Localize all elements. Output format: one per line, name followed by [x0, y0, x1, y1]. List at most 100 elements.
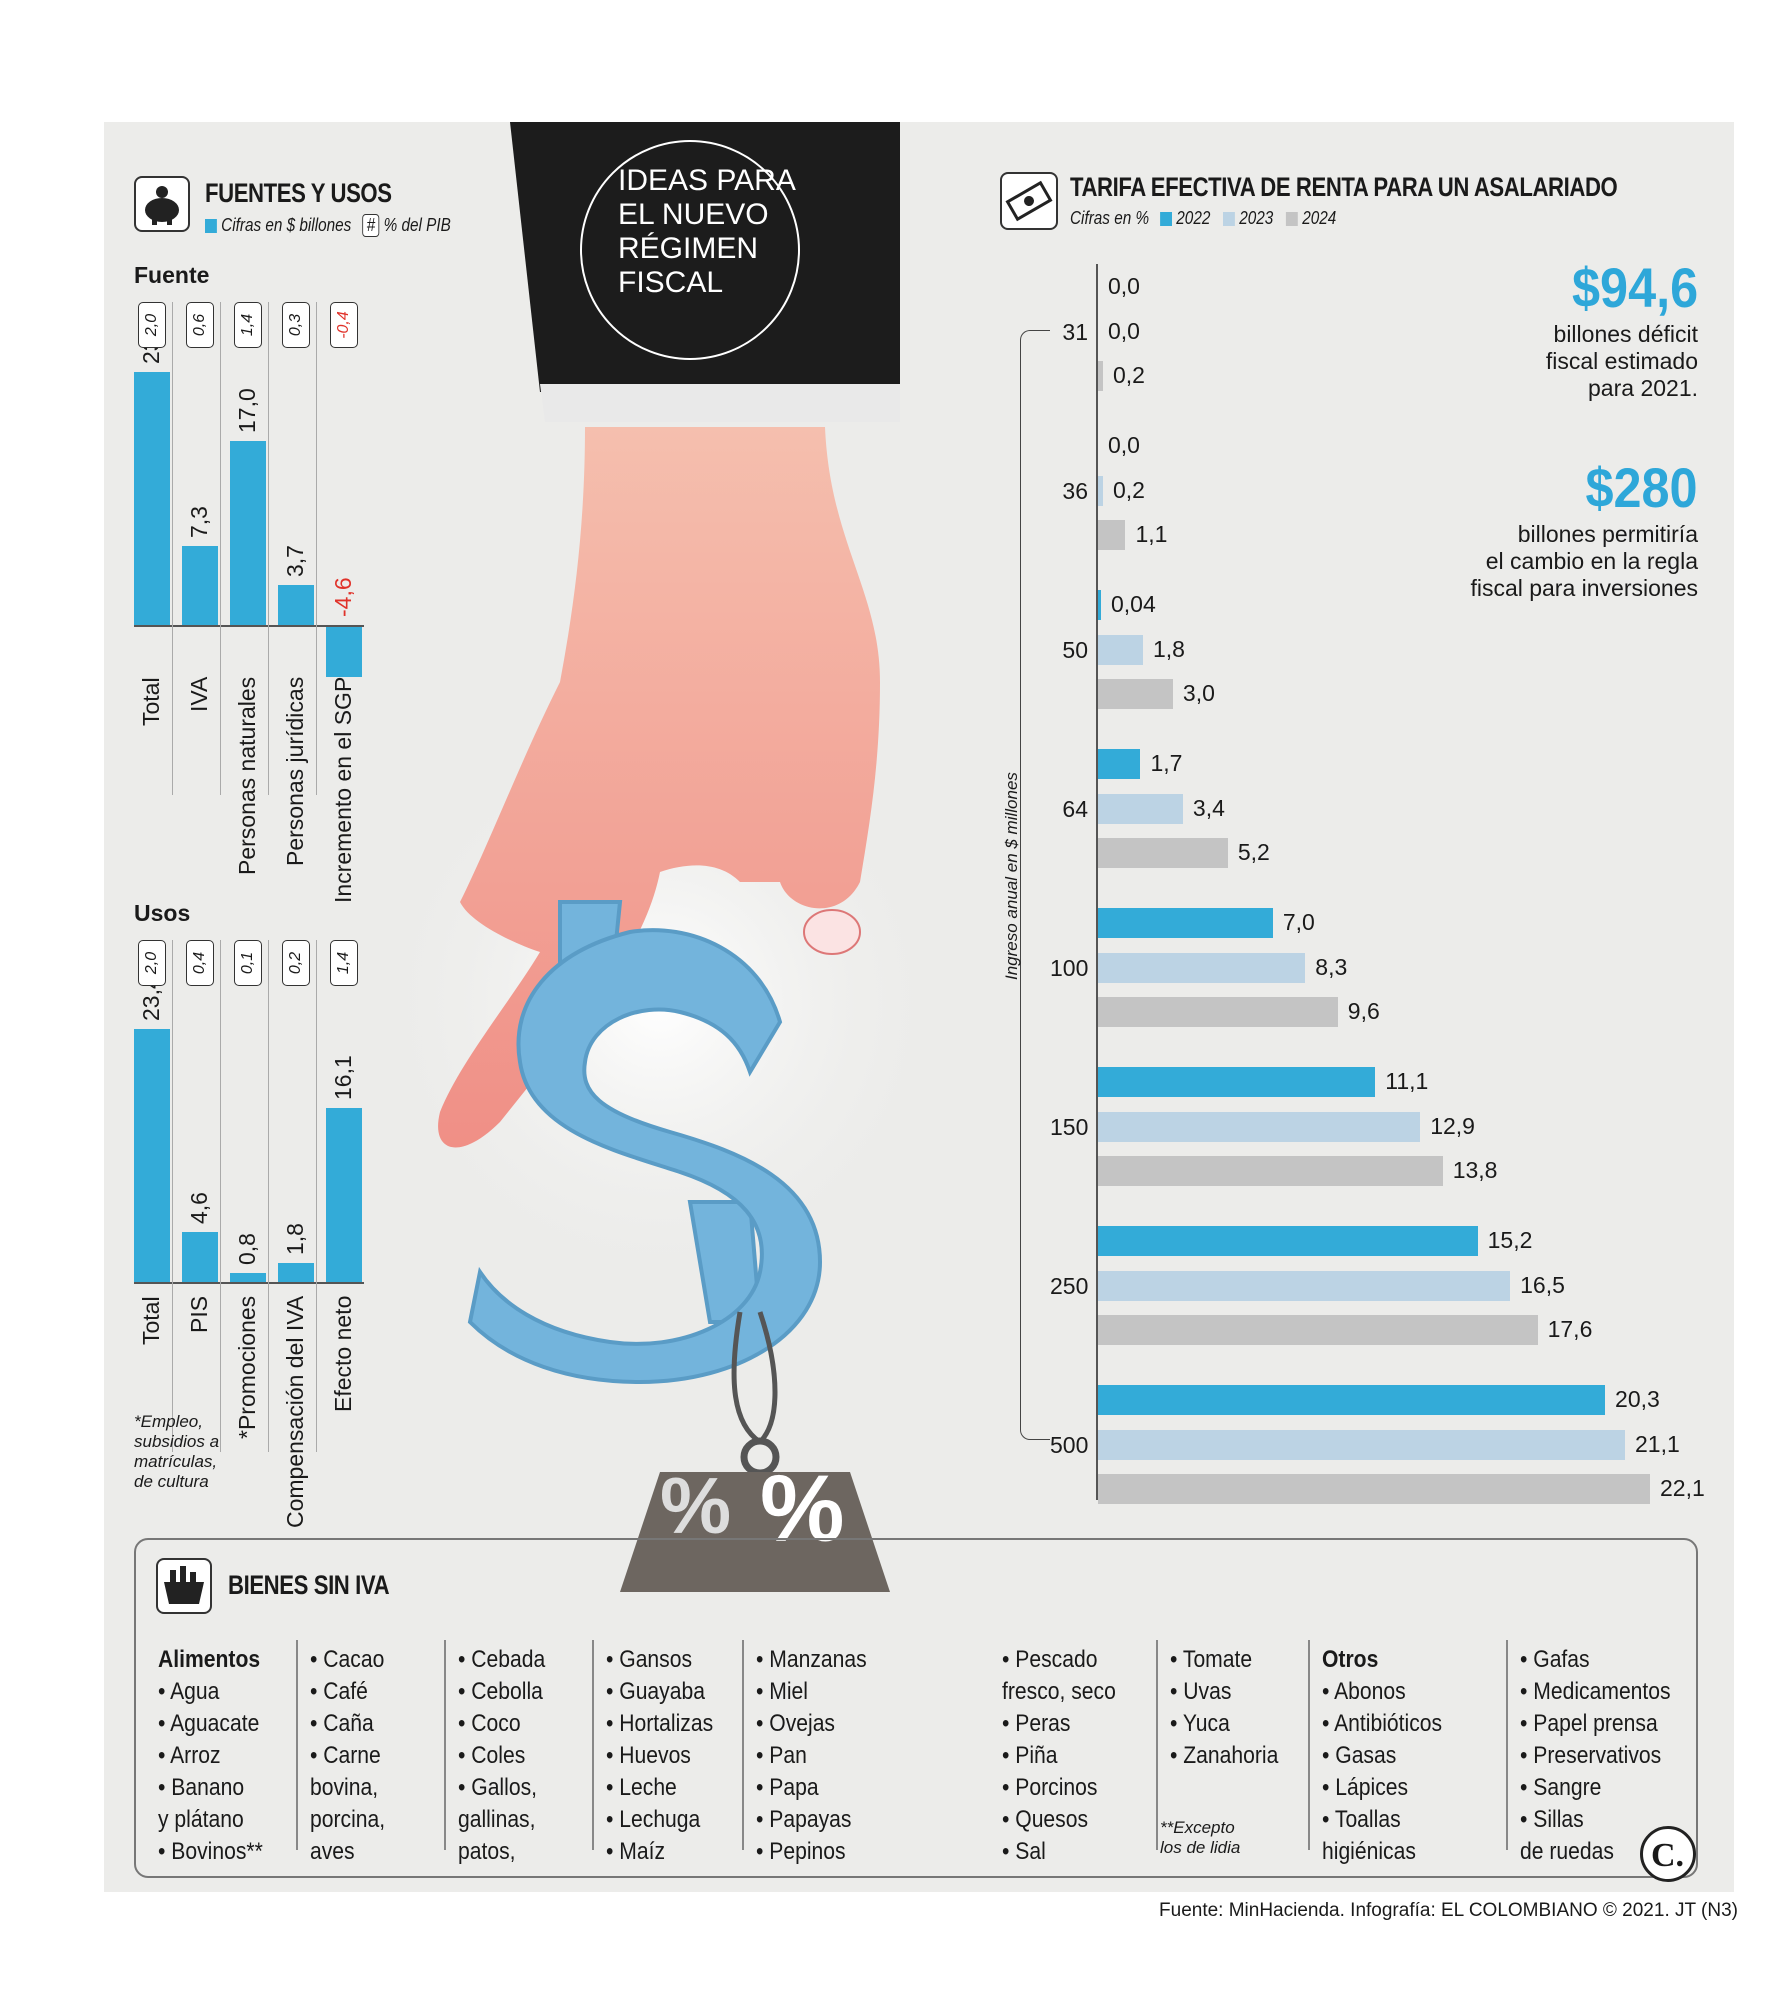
bienes-item: • Gallos,	[458, 1774, 537, 1801]
usos-value-4: 16,1	[330, 1055, 356, 1101]
legend-2024: 2024	[1302, 208, 1337, 228]
usos-pib-box-0: 2,0	[138, 940, 166, 986]
bienes-separator	[1506, 1640, 1508, 1850]
fuente-divider	[268, 302, 269, 795]
title-line4: FISCAL	[618, 266, 724, 299]
bienes-item: • Leche	[606, 1774, 677, 1801]
bienes-header: BIENES SIN IVA	[228, 1570, 390, 1600]
usos-footnote-line2: subsidios a	[134, 1432, 220, 1451]
bienes-item: • Peras	[1002, 1710, 1071, 1737]
tarifa-bar-2024-31	[1098, 361, 1103, 391]
bienes-item: • Huevos	[606, 1742, 691, 1769]
fuente-pib-4: -0,4	[335, 311, 352, 339]
bienes-item: • Toallas	[1322, 1806, 1401, 1833]
bienes-item: • Papa	[756, 1774, 819, 1801]
tarifa-value-2022-50: 0,04	[1111, 591, 1156, 617]
fuente-pib-box-2: 1,4	[234, 302, 262, 348]
bienes-item: • Uvas	[1170, 1678, 1232, 1705]
fuente-value-2: 17,0	[234, 388, 260, 434]
bienes-item: • Gafas	[1520, 1646, 1590, 1673]
source-credit: Fuente: MinHacienda. Infografía: EL COLO…	[1159, 1900, 1738, 1921]
title-line1: IDEAS PARA	[618, 164, 796, 197]
fuentes-legend: Cifras en $ billones # % del PIB	[205, 214, 451, 237]
fuente-category-0: Total	[138, 677, 164, 726]
tarifa-value-2024-250: 17,6	[1547, 1316, 1593, 1342]
bienes-item: • Pescado	[1002, 1646, 1098, 1673]
tarifa-bar-2024-36	[1098, 520, 1126, 550]
tarifa-bar-2023-64	[1098, 793, 1183, 824]
bienes-item: • Sangre	[1520, 1774, 1602, 1801]
usos-value-2: 0,8	[234, 1233, 260, 1266]
tarifa-category-50: 50	[1062, 636, 1088, 663]
fuente-divider	[172, 302, 173, 795]
usos-value-3: 1,8	[282, 1222, 308, 1255]
usos-pib-1: 0,4	[191, 951, 208, 975]
tarifa-bar-2024-100	[1098, 997, 1338, 1027]
title-line2: EL NUEVO	[618, 198, 769, 231]
logo-badge: C.	[1640, 1826, 1696, 1882]
tarifa-value-2024-50: 3,0	[1182, 680, 1215, 706]
usos-bar-3	[278, 1262, 314, 1282]
bienes-item: aves	[310, 1838, 355, 1865]
fuente-divider	[316, 302, 317, 795]
usos-bar-0	[134, 1029, 170, 1282]
usos-category-2: *Promociones	[234, 1295, 260, 1439]
usos-pib-box-2: 0,1	[234, 940, 262, 986]
tarifa-value-2024-150: 13,8	[1452, 1157, 1498, 1183]
bienes-item: • Miel	[756, 1678, 808, 1705]
fuente-pib-box-1: 0,6	[186, 302, 214, 348]
legend-blue-label: Cifras en $ billones	[221, 215, 352, 235]
money-icon	[1000, 172, 1058, 230]
legend-hash-box: #	[362, 214, 380, 237]
tarifa-value-2024-36: 1,1	[1135, 521, 1168, 547]
deficit-value: $94,6	[1571, 256, 1698, 319]
bienes-item: • Manzanas	[756, 1646, 867, 1673]
bienes-item: patos,	[458, 1838, 516, 1865]
fuente-baseline	[134, 625, 364, 627]
tarifa-value-2024-31: 0,2	[1112, 362, 1145, 388]
bienes-sin-iva-box: BIENES SIN IVA **Excepto los de lidia C.…	[134, 1538, 1698, 1882]
bienes-item: Otros	[1322, 1646, 1379, 1673]
bienes-item: • Coco	[458, 1710, 521, 1737]
bienes-item: • Quesos	[1002, 1806, 1089, 1833]
legend-swatch-2022	[1160, 212, 1173, 227]
bienes-item: • Porcinos	[1002, 1774, 1098, 1801]
bovinos-footnote: **Excepto los de lidia	[1160, 1818, 1240, 1858]
deficit-line1: billones déficit	[1553, 321, 1698, 347]
bienes-item: • Zanahoria	[1170, 1742, 1279, 1769]
title-line3: RÉGIMEN	[618, 232, 759, 265]
deficit-line2: fiscal estimado	[1545, 348, 1698, 374]
bienes-item: • Pan	[756, 1742, 807, 1769]
tarifa-bracket	[1020, 330, 1050, 1440]
tarifa-value-2023-150: 12,9	[1430, 1112, 1475, 1139]
usos-footnote-line3: matrículas,	[134, 1452, 218, 1471]
fuente-bar-3	[278, 585, 314, 625]
tarifa-bar-2024-250	[1098, 1315, 1538, 1345]
basket-icon	[156, 1558, 212, 1614]
bienes-item: • Arroz	[158, 1742, 221, 1769]
usos-divider	[316, 940, 317, 1452]
bienes-item: gallinas,	[458, 1806, 536, 1833]
fuente-category-4: Incremento en el SGP	[330, 676, 356, 903]
tarifa-bar-2023-150	[1098, 1111, 1421, 1142]
title-circle	[580, 140, 800, 360]
fuente-pib-1: 0,6	[191, 313, 208, 337]
bienes-item: • Maíz	[606, 1838, 666, 1865]
usos-pib-box-4: 1,4	[330, 940, 358, 986]
usos-pib-box-1: 0,4	[186, 940, 214, 986]
fuente-divider	[220, 302, 221, 795]
tarifa-category-64: 64	[1062, 795, 1088, 822]
tarifa-category-500: 500	[1050, 1431, 1089, 1458]
bienes-item: de ruedas	[1520, 1838, 1614, 1865]
usos-pib-3: 0,2	[287, 951, 304, 975]
bienes-item: y plátano	[158, 1806, 244, 1833]
bienes-item: • Coles	[458, 1742, 526, 1769]
usos-value-1: 4,6	[186, 1192, 212, 1225]
bienes-item: • Guayaba	[606, 1678, 705, 1705]
inversion-line3: fiscal para inversiones	[1470, 575, 1698, 601]
tarifa-bar-2024-64	[1098, 838, 1228, 868]
tarifa-value-2022-100: 7,0	[1282, 909, 1315, 935]
fuente-value-1: 7,3	[186, 506, 212, 539]
usos-category-4: Efecto neto	[330, 1295, 356, 1412]
bienes-item: • Aguacate	[158, 1710, 260, 1737]
